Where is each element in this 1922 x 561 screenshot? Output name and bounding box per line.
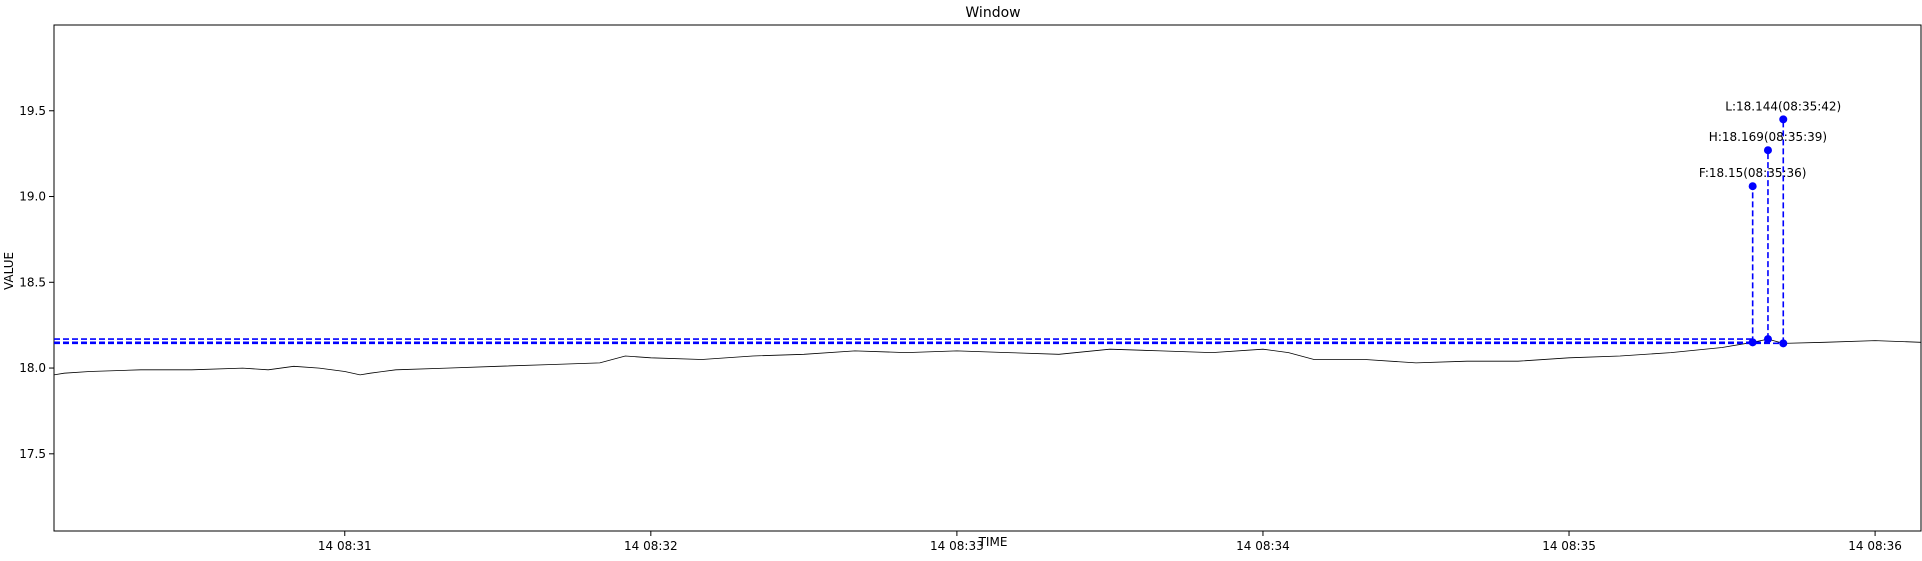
y-tick-label: 17.5: [19, 447, 46, 461]
y-tick-label: 18.5: [19, 275, 46, 289]
x-tick-label: 14 08:34: [1236, 539, 1290, 553]
marker-label: L:18.144(08:35:42): [1725, 99, 1841, 113]
marker-base-point: [1779, 339, 1788, 348]
series-line: [53, 338, 1922, 376]
marker-top-point: [1779, 115, 1788, 124]
marker-top-point: [1748, 182, 1757, 191]
plot-frame: [53, 24, 1922, 532]
x-tick-label: 14 08:32: [624, 539, 678, 553]
x-tick-label: 14 08:35: [1542, 539, 1596, 553]
x-tick-label: 14 08:31: [318, 539, 372, 553]
marker-label: H:18.169(08:35:39): [1709, 130, 1827, 144]
marker-base-point: [1748, 338, 1757, 347]
chart-title: Window: [965, 5, 1020, 21]
y-tick-label: 18.0: [19, 361, 46, 375]
y-axis-label: VALUE: [2, 252, 16, 290]
y-tick-label: 19.0: [19, 190, 46, 204]
marker-base-point: [1763, 335, 1772, 344]
x-axis-label: TIME: [978, 535, 1008, 549]
x-tick-label: 14 08:36: [1848, 539, 1902, 553]
marker-top-point: [1763, 146, 1772, 155]
y-tick-label: 19.5: [19, 104, 46, 118]
x-tick-label: 14 08:33: [930, 539, 984, 553]
plot-area: 17.5 18.0 18.5 19.0 19.5 14 08:31 14 08:32 14 0…: [19, 24, 1922, 553]
marker-label: F:18.15(08:35:36): [1699, 166, 1807, 180]
